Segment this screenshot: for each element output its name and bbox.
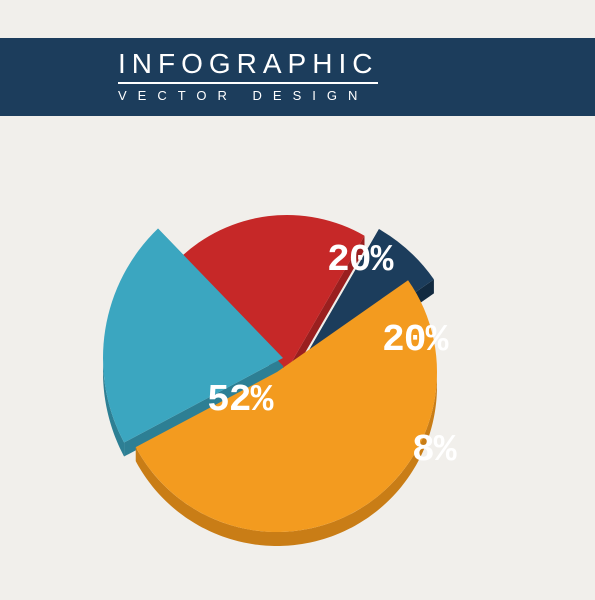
header-band: INFOGRAPHIC VECTOR DESIGN — [0, 38, 595, 116]
header-title: INFOGRAPHIC — [118, 48, 378, 84]
slice-label-navy: 8% — [412, 429, 457, 472]
pie-chart: 52% 20% 20% 8% — [82, 160, 512, 560]
slice-label-teal: 20% — [327, 239, 394, 282]
slice-label-orange: 52% — [207, 379, 274, 422]
header-subtitle: VECTOR DESIGN — [118, 88, 595, 103]
slice-label-red: 20% — [382, 319, 449, 362]
